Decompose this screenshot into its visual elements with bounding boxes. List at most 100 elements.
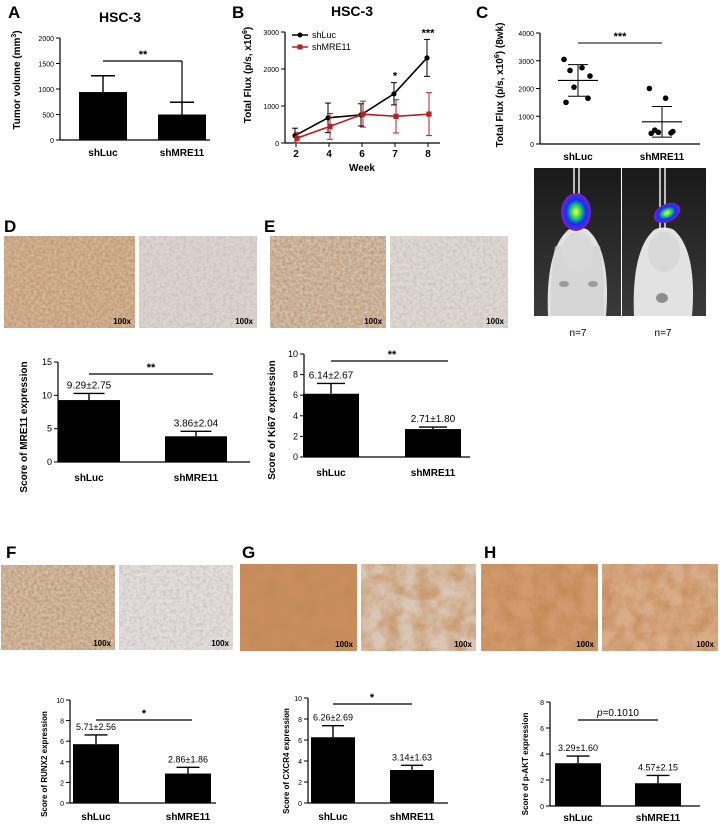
panel-e-ylabel: Score of Ki67 expression xyxy=(267,360,278,480)
panel-d: D 100x 100x Score of MRE11 expression 0 5… xyxy=(4,217,257,493)
panel-g-cat-1: shMRE11 xyxy=(390,812,435,823)
panel-a-letter: A xyxy=(8,3,20,22)
panel-g-ylabel: Score of CXCR4 expression xyxy=(282,708,291,814)
y-tick-label: 4 xyxy=(293,411,298,421)
data-label: 3.86±2.04 xyxy=(174,418,219,429)
y-tick-label: 1500 xyxy=(38,62,54,69)
panel-b-letter: B xyxy=(232,3,244,22)
panel-b-title: HSC-3 xyxy=(331,3,373,19)
histology-f-mag-0: 100x xyxy=(93,639,111,648)
point-shmre11 xyxy=(360,111,366,117)
y-tick-label: 0 xyxy=(540,804,544,811)
y-tick-label: 3000 xyxy=(263,30,279,37)
data-point xyxy=(646,85,653,92)
panel-g: G 100x 100x Score of CXCR4 expression 0 2… xyxy=(240,543,476,823)
panel-d-cat-1: shMRE11 xyxy=(174,473,219,484)
panel-f-bars: 5.71±2.56 2.86±1.86 xyxy=(73,722,211,803)
panel-h-cat-0: shLuc xyxy=(563,813,593,824)
panel-b-ylabel: Total Flux (p/s, x106) xyxy=(242,27,254,124)
y-tick-label: 2000 xyxy=(263,67,279,74)
panel-f-y-ticks: 0 2 4 6 8 10 xyxy=(56,698,70,808)
histology-g-mag-1: 100x xyxy=(454,640,472,649)
y-tick-label: 500 xyxy=(42,113,54,120)
panel-d-y-ticks: 0 5 10 15 xyxy=(42,357,58,467)
histology-d-mag-1: 100x xyxy=(235,317,253,326)
panel-f-ylabel: Score of RUNX2 expression xyxy=(40,711,49,817)
mouse-image-shmre11 xyxy=(622,168,706,316)
y-tick-label: 15 xyxy=(42,357,52,367)
y-tick-label: 2 xyxy=(60,780,64,787)
panel-b-significance: **** xyxy=(393,27,435,82)
panel-c-y-ticks: 0 1000 2000 3000 4000 xyxy=(518,31,540,149)
mouse-image-shluc xyxy=(534,168,621,316)
y-tick-label: 10 xyxy=(42,390,52,400)
panel-h-y-ticks: 0 2 4 6 8 xyxy=(540,700,550,811)
bar-shmre11 xyxy=(405,429,461,457)
y-tick-label: 0 xyxy=(60,801,64,808)
y-tick-label: 0 xyxy=(275,141,279,148)
data-label: 6.26±2.69 xyxy=(313,713,353,723)
histology-d-shluc: 100x xyxy=(4,236,135,328)
data-point xyxy=(571,84,577,90)
significance-marker: * xyxy=(393,71,398,83)
y-tick-label: 2 xyxy=(298,780,302,787)
y-tick-label: 6 xyxy=(540,726,544,733)
data-point xyxy=(587,73,593,79)
panel-g-bars: 6.26±2.69 3.14±1.63 xyxy=(311,713,434,803)
histology-f-shmre11: 100x xyxy=(119,565,233,650)
x-tick-label: 4 xyxy=(326,149,332,160)
y-tick-label: 2000 xyxy=(518,87,534,94)
histology-e-mag-1: 100x xyxy=(486,317,504,326)
y-tick-label: 10 xyxy=(56,698,64,705)
data-point xyxy=(561,56,567,63)
x-tick-label: 2 xyxy=(293,149,299,160)
panel-c: C Total Flux (p/s, x106) (8wk) 0 1000 2000… xyxy=(476,3,706,339)
y-tick-label: 6 xyxy=(293,390,298,400)
histology-e-mag-0: 100x xyxy=(364,317,382,326)
histology-f-shluc: 100x xyxy=(1,565,115,650)
bar-shluc xyxy=(73,744,119,803)
y-tick-label: 8 xyxy=(60,719,64,726)
panel-d-bars: 9.29±2.75 3.86±2.04 xyxy=(58,380,227,462)
panel-d-letter: D xyxy=(4,217,16,236)
panel-b-y-ticks: 0 1000 2000 3000 xyxy=(263,30,285,148)
panel-e-letter: E xyxy=(264,217,275,236)
histology-h-shluc: 100x xyxy=(481,564,598,651)
y-tick-label: 1000 xyxy=(518,114,534,121)
panel-c-points xyxy=(558,56,682,138)
y-tick-label: 4 xyxy=(298,759,302,766)
point-shluc xyxy=(424,55,430,61)
data-label: 5.71±2.56 xyxy=(76,722,116,732)
histology-h-mag-0: 100x xyxy=(576,640,594,649)
data-point xyxy=(655,129,662,136)
data-point xyxy=(563,99,569,106)
bar-shmre11 xyxy=(390,770,434,803)
panel-b-legend: shLuc shMRE11 xyxy=(292,30,351,52)
histology-d-mag-0: 100x xyxy=(113,317,131,326)
bar-shmre11 xyxy=(635,783,681,806)
y-tick-label: 2000 xyxy=(38,36,54,43)
panel-c-cat-1: shMRE11 xyxy=(640,152,685,163)
histology-f-mag-1: 100x xyxy=(211,639,229,648)
panel-a-ylabel: Tumor volume (mm3) xyxy=(11,30,23,129)
data-label: 3.14±1.63 xyxy=(392,752,432,762)
legend-marker-shmre11 xyxy=(297,44,303,50)
panel-a-bars xyxy=(79,75,206,140)
y-tick-label: 6 xyxy=(60,739,64,746)
panel-h-cat-1: shMRE11 xyxy=(636,813,681,824)
panel-f-cat-1: shMRE11 xyxy=(166,812,211,823)
data-label: 2.71±1.80 xyxy=(411,414,456,425)
panel-c-letter: C xyxy=(476,3,488,22)
bar-shluc xyxy=(79,92,127,140)
histology-g-shmre11: 100x xyxy=(361,564,476,651)
data-point xyxy=(662,95,669,102)
panel-h-ylabel: Score of p-AKT expression xyxy=(521,713,530,816)
panel-d-ylabel: Score of MRE11 expression xyxy=(19,361,30,492)
panel-e-cat-1: shMRE11 xyxy=(411,468,456,479)
panel-a-cat-0: shLuc xyxy=(88,148,118,159)
panel-h: H 100x 100x Score of p-AKT expression 0 2… xyxy=(481,543,718,824)
point-shmre11 xyxy=(393,113,399,119)
bar-shluc xyxy=(303,393,359,457)
x-tick-label: 7 xyxy=(392,149,398,160)
